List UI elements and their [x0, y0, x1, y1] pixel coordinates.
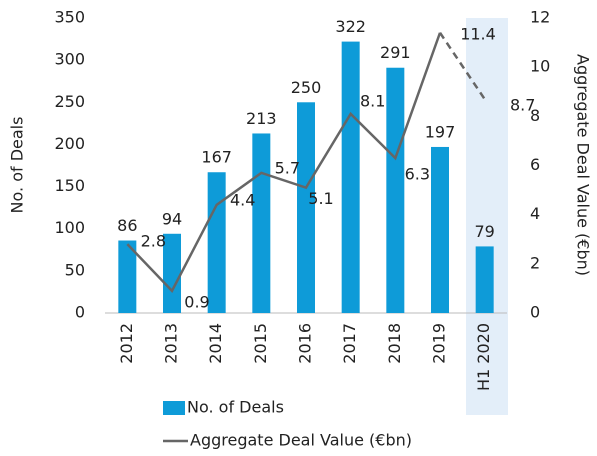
- y2-tick-label: 0: [530, 303, 540, 322]
- bar-value-label: 167: [201, 148, 232, 167]
- y2-tick-label: 12: [530, 8, 550, 27]
- y-tick-label: 50: [65, 260, 85, 279]
- x-tick-label: 2015: [251, 323, 270, 364]
- x-tick-label: 2012: [117, 323, 136, 364]
- line-value-label: 5.1: [308, 189, 333, 208]
- line-value-label: 2.8: [141, 232, 166, 251]
- legend-label: Aggregate Deal Value (€bn): [190, 431, 412, 450]
- y-tick-label: 200: [54, 134, 85, 153]
- bar: [252, 133, 271, 313]
- bar-value-label: 94: [162, 209, 182, 228]
- line-value-label: 8.7: [510, 96, 535, 115]
- bar-value-label: 197: [425, 122, 456, 141]
- bar: [475, 246, 494, 313]
- bar-value-label: 250: [291, 78, 322, 97]
- bar: [118, 240, 137, 313]
- bar-value-label: 86: [117, 216, 137, 235]
- legend-label: No. of Deals: [187, 398, 284, 417]
- x-tick-label: H1 2020: [474, 323, 493, 391]
- line-value-label: 0.9: [184, 292, 209, 311]
- y-axis-title: No. of Deals: [8, 117, 27, 214]
- line-projection: [438, 32, 486, 100]
- bar-value-label: 79: [474, 222, 494, 241]
- bar: [386, 67, 405, 313]
- x-tick-label: 2017: [340, 323, 359, 364]
- y-tick-label: 250: [54, 92, 85, 111]
- line: [126, 32, 442, 294]
- bar: [341, 41, 360, 313]
- y2-axis-title: Aggregate Deal Value (€bn): [574, 54, 593, 276]
- y2-tick-label: 6: [530, 155, 540, 174]
- y-tick-label: 300: [54, 50, 85, 69]
- x-tick-label: 2019: [430, 323, 449, 364]
- bar: [163, 233, 181, 313]
- y-tick-label: 100: [54, 218, 85, 237]
- y-tick-label: 150: [54, 176, 85, 195]
- line-value-label: 5.7: [275, 158, 300, 177]
- highlight-band: [466, 18, 508, 415]
- y2-tick-label: 8: [530, 106, 540, 125]
- bar: [297, 102, 315, 314]
- line-value-label: 4.4: [230, 190, 255, 209]
- x-tick-label: 2013: [162, 323, 181, 364]
- x-tick-label: 2014: [206, 323, 225, 364]
- bar-value-label: 213: [246, 109, 277, 128]
- legend-swatch: [163, 401, 185, 415]
- x-tick-label: 2016: [296, 323, 315, 364]
- bar: [431, 146, 449, 313]
- y-tick-label: 0: [75, 303, 85, 322]
- y-tick-label: 350: [54, 8, 85, 27]
- bar: [207, 172, 226, 313]
- line-value-label: 6.3: [405, 165, 430, 184]
- x-tick-label: 2018: [385, 323, 404, 364]
- line-value-label: 11.4: [460, 24, 496, 43]
- line-value-label: 8.1: [360, 91, 385, 110]
- bar-value-label: 291: [380, 43, 411, 62]
- y2-tick-label: 2: [530, 253, 540, 272]
- bar-value-label: 322: [335, 17, 366, 36]
- y2-tick-label: 10: [530, 57, 550, 76]
- y2-tick-label: 4: [530, 204, 540, 223]
